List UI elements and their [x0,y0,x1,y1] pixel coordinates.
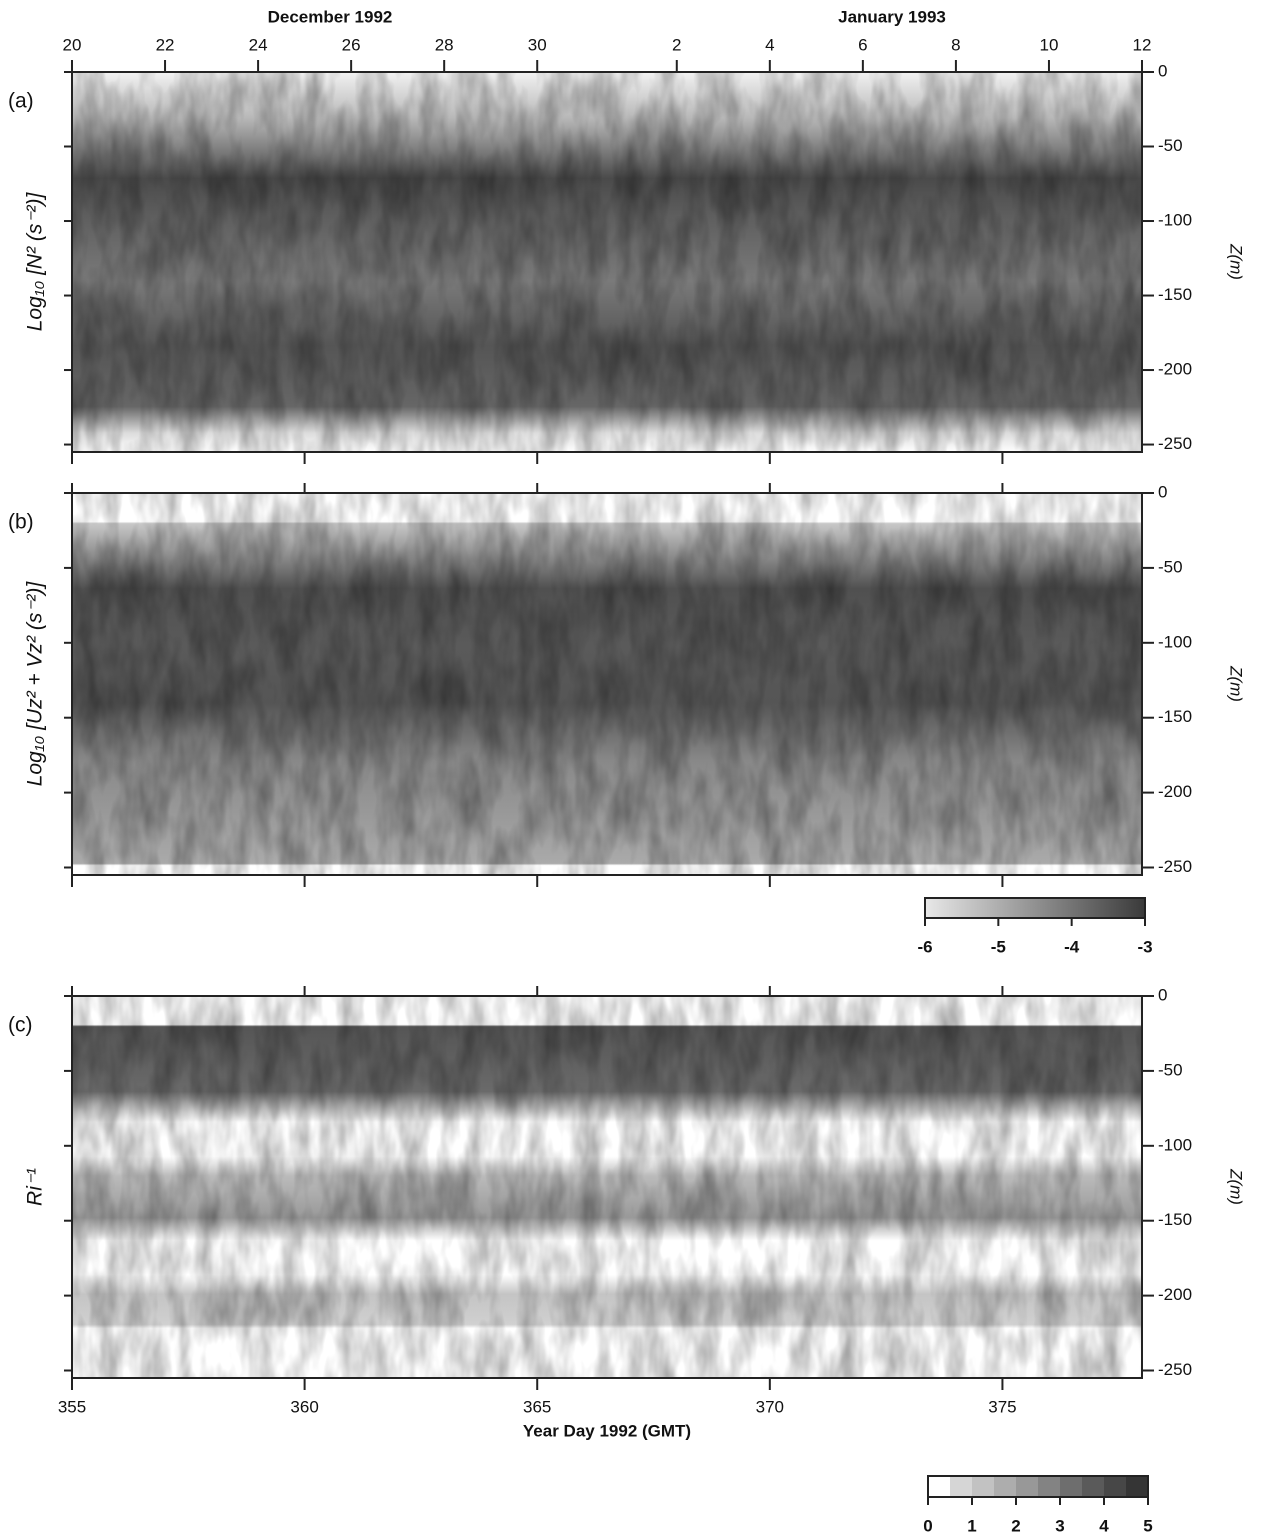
field-texture [72,493,1142,875]
colorbar-ramp [925,898,1145,918]
colorbar-tick-label: 5 [1143,1516,1152,1532]
y-axis-label: Z(m) [1227,243,1246,280]
colorbar-cell [1060,1476,1083,1497]
colorbar-cell [994,1476,1017,1497]
top-x-tick-label: 20 [63,35,82,54]
colorbar-tick-label: 0 [923,1516,932,1532]
field-label: Ri⁻¹ [24,1168,47,1206]
colorbar-cell [1038,1476,1061,1497]
y-tick-label: -150 [1158,1210,1192,1229]
month-label: December 1992 [268,7,393,26]
y-tick-label: 0 [1158,61,1167,80]
field-label: Log₁₀ [N² (s⁻²)] [24,192,47,332]
top-x-tick-label: 26 [342,35,361,54]
top-x-tick-label: 12 [1133,35,1152,54]
y-tick-label: 0 [1158,985,1167,1004]
y-tick-label: -250 [1158,857,1192,876]
colorbar-cell [928,1476,951,1497]
colorbar-frame [927,1475,1149,1498]
y-tick-label: -50 [1158,136,1183,155]
top-x-tick-label: 22 [156,35,175,54]
top-x-tick-label: 8 [951,35,960,54]
colorbar-tick-label: -3 [1137,937,1152,956]
x-tick-label: 360 [290,1397,318,1416]
top-x-tick-label: 10 [1039,35,1058,54]
y-axis-label: Z(m) [1227,665,1246,702]
y-tick-label: -100 [1158,1135,1192,1154]
colorbar-tick-label: -4 [1064,937,1080,956]
field-label: Log₁₀ [Uz² + Vz² (s⁻²)] [24,581,47,787]
y-tick-label: -50 [1158,557,1183,576]
field-texture [72,996,1142,1378]
x-tick-label: 370 [756,1397,784,1416]
y-tick-label: -150 [1158,707,1192,726]
y-axis-label: Z(m) [1227,1168,1246,1205]
y-tick-label: -250 [1158,1360,1192,1379]
x-tick-label: 355 [58,1397,86,1416]
colorbar-cell [1104,1476,1127,1497]
colorbar-cell [1126,1476,1149,1497]
colorbar-cell [1082,1476,1105,1497]
panel-label: (a) [8,90,34,113]
colorbar-cell [972,1476,995,1497]
x-tick-label: 365 [523,1397,551,1416]
x-tick-label: 375 [988,1397,1016,1416]
y-tick-label: 0 [1158,482,1167,501]
top-x-tick-label: 2 [672,35,681,54]
field-texture [72,72,1142,452]
panel-label: (b) [8,511,34,534]
colorbar-tick-label: -6 [917,937,932,956]
colorbar-cell [950,1476,973,1497]
top-x-tick-label: 30 [528,35,547,54]
y-tick-label: -150 [1158,285,1192,304]
y-tick-label: -100 [1158,211,1192,230]
x-axis-label: Year Day 1992 (GMT) [523,1421,691,1440]
y-tick-label: -200 [1158,782,1192,801]
plot-frame [71,492,1143,876]
plot-frame [71,995,1143,1379]
colorbar-cell [1016,1476,1039,1497]
top-x-tick-label: 28 [435,35,454,54]
colorbar-tick-label: -5 [991,937,1006,956]
y-tick-label: -200 [1158,1285,1192,1304]
colorbar-tick-label: 1 [967,1516,976,1532]
y-tick-label: -100 [1158,632,1192,651]
top-x-tick-label: 24 [249,35,268,54]
top-x-tick-label: 6 [858,35,867,54]
panel-label: (c) [8,1014,33,1037]
month-label: January 1993 [838,7,946,26]
colorbar-tick-label: 3 [1055,1516,1064,1532]
y-tick-label: -250 [1158,434,1192,453]
y-tick-label: -50 [1158,1060,1183,1079]
top-x-tick-label: 4 [765,35,774,54]
plot-frame [71,71,1143,453]
colorbar-frame [924,897,1146,919]
colorbar-tick-label: 4 [1099,1516,1109,1532]
y-tick-label: -200 [1158,360,1192,379]
colorbar-tick-label: 2 [1011,1516,1020,1532]
